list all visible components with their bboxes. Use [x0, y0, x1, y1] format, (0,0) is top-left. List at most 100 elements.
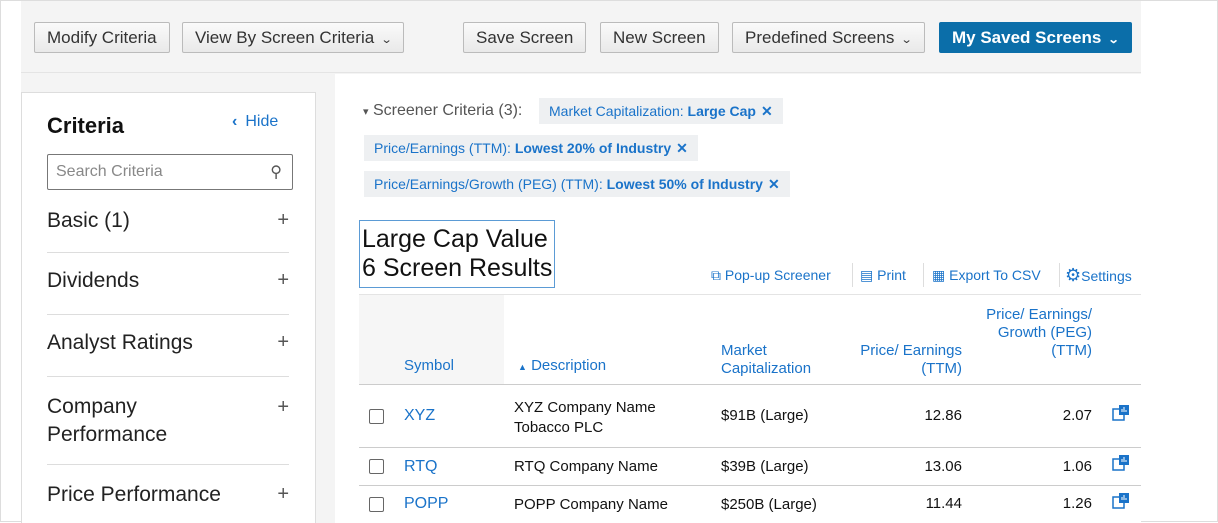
chart-popup-icon[interactable] [1112, 492, 1130, 510]
search-criteria-input[interactable]: Search Criteria ⚲ [47, 154, 293, 190]
row-checkbox[interactable] [369, 497, 384, 512]
sidebar-title: Criteria [47, 113, 125, 138]
button-label: My Saved Screens [952, 28, 1102, 47]
caret-down-icon: ▾ [363, 106, 369, 118]
remove-icon[interactable]: ✕ [767, 176, 780, 192]
chip-name: Price/Earnings (TTM): [374, 140, 511, 156]
sidebar-item-price-performance[interactable]: Price Performance + [47, 483, 289, 523]
plus-icon: + [277, 209, 289, 231]
sidebar-item-basic[interactable]: Basic (1) + [47, 209, 289, 253]
print-link[interactable]: ▤ Print [860, 267, 906, 284]
chevron-down-icon: ⌄ [900, 34, 913, 46]
hide-label: Hide [245, 113, 279, 130]
chevron-left-icon: ‹ [232, 113, 238, 130]
divider [852, 263, 853, 287]
export-csv-link[interactable]: ▦ Export To CSV [932, 267, 1041, 284]
chip-value: Lowest 50% of Industry [606, 176, 763, 192]
market-cap: $91B (Large) [721, 407, 809, 424]
print-icon: ▤ [860, 267, 874, 283]
popup-icon: ⧉ [711, 267, 721, 283]
screen-title: Large Cap Value [362, 225, 548, 253]
settings-link[interactable]: ⚙Settings [1065, 265, 1132, 286]
column-header-market-cap[interactable]: Market Capitalization [721, 342, 812, 377]
symbol-link[interactable]: XYZ [404, 407, 436, 424]
chip-value: Lowest 20% of Industry [514, 140, 672, 156]
row-checkbox[interactable] [369, 409, 384, 424]
predefined-screens-dropdown[interactable]: Predefined Screens ⌄ [732, 22, 925, 53]
column-header-description[interactable]: ▲ Description [518, 357, 606, 376]
button-label: View By Screen Criteria [195, 28, 375, 47]
plus-icon: + [277, 269, 289, 291]
criteria-chip-peg[interactable]: Price/Earnings/Growth (PEG) (TTM): Lowes… [364, 171, 790, 197]
item-label: Basic (1) [47, 209, 130, 232]
pe: 11.44 [925, 495, 962, 512]
tool-label: Pop-up Screener [724, 267, 831, 283]
gear-icon: ⚙ [1065, 265, 1082, 285]
my-saved-screens-dropdown[interactable]: My Saved Screens ⌄ [939, 22, 1132, 53]
sidebar-item-company-performance[interactable]: Company Performance + [47, 393, 289, 465]
chart-popup-icon[interactable] [1112, 404, 1130, 422]
header-blank [359, 295, 504, 384]
pe: 12.86 [924, 407, 962, 424]
plus-icon: + [277, 331, 289, 353]
peg: 2.07 [1062, 407, 1092, 424]
button-label: Save Screen [476, 28, 574, 47]
tool-label: Print [877, 267, 906, 283]
criteria-chip-market-cap[interactable]: Market Capitalization: Large Cap ✕ [539, 98, 783, 124]
plus-icon: + [277, 483, 289, 505]
divider [359, 447, 1141, 448]
pe: 13.06 [924, 458, 962, 475]
symbol-link[interactable]: RTQ [404, 458, 438, 475]
results-count: 6 Screen Results [362, 254, 553, 282]
item-label: Company Performance [47, 395, 168, 446]
market-cap: $250B (Large) [721, 496, 817, 513]
description: XYZ Company Name Tobacco PLC [514, 399, 656, 436]
symbol-link[interactable]: POPP [404, 495, 449, 512]
divider [923, 263, 924, 287]
tool-label: Settings [1081, 268, 1132, 284]
remove-icon[interactable]: ✕ [676, 140, 688, 156]
column-header-symbol[interactable]: Symbol [404, 357, 455, 374]
toolbar [21, 1, 1141, 73]
criteria-sidebar: Criteria ‹ Hide Search Criteria ⚲ Basic (1… [21, 92, 316, 523]
row-checkbox[interactable] [369, 459, 384, 474]
new-screen-button[interactable]: New Screen [600, 22, 719, 53]
tool-label: Export To CSV [949, 267, 1041, 283]
sidebar-item-dividends[interactable]: Dividends + [47, 269, 289, 315]
chip-name: Market Capitalization: [549, 103, 684, 119]
divider [359, 485, 1141, 486]
peg: 1.06 [1062, 458, 1092, 475]
criteria-label: Screener Criteria (3): [372, 102, 523, 119]
market-cap: $39B (Large) [721, 458, 809, 475]
button-label: New Screen [613, 28, 706, 47]
hide-sidebar-link[interactable]: ‹ Hide [232, 113, 278, 131]
item-label: Analyst Ratings [47, 331, 193, 354]
sidebar-item-analyst-ratings[interactable]: Analyst Ratings + [47, 331, 289, 377]
chevron-down-icon: ⌄ [380, 34, 393, 46]
csv-icon: ▦ [932, 267, 946, 283]
modify-criteria-button[interactable]: Modify Criteria [34, 22, 170, 53]
remove-icon[interactable]: ✕ [760, 103, 773, 119]
description: RTQ Company Name [514, 458, 658, 475]
divider [359, 294, 1141, 295]
criteria-chip-pe[interactable]: Price/Earnings (TTM): Lowest 20% of Indu… [364, 135, 698, 161]
chip-name: Price/Earnings/Growth (PEG) (TTM): [374, 176, 603, 192]
save-screen-button[interactable]: Save Screen [463, 22, 587, 53]
description: POPP Company Name [514, 496, 668, 513]
column-header-peg[interactable]: Price/ Earnings/ Growth (PEG) (TTM) [986, 306, 1092, 359]
view-by-screen-criteria-dropdown[interactable]: View By Screen Criteria ⌄ [182, 22, 405, 53]
divider [1059, 263, 1060, 287]
item-label: Dividends [47, 269, 140, 292]
search-icon: ⚲ [270, 164, 282, 181]
sort-ascending-icon: ▲ [518, 362, 527, 372]
chip-value: Large Cap [687, 103, 756, 119]
button-label: Predefined Screens [745, 28, 895, 47]
search-placeholder: Search Criteria [56, 163, 163, 180]
chevron-down-icon: ⌄ [1107, 34, 1120, 46]
chart-popup-icon[interactable] [1112, 454, 1130, 472]
divider [359, 384, 1141, 385]
screener-criteria-toggle[interactable]: ▾ Screener Criteria (3): [363, 102, 522, 120]
column-header-pe[interactable]: Price/ Earnings (TTM) [860, 342, 962, 377]
popup-screener-link[interactable]: ⧉ Pop-up Screener [711, 267, 831, 284]
results-heading: Large Cap Value 6 Screen Results [359, 220, 556, 288]
